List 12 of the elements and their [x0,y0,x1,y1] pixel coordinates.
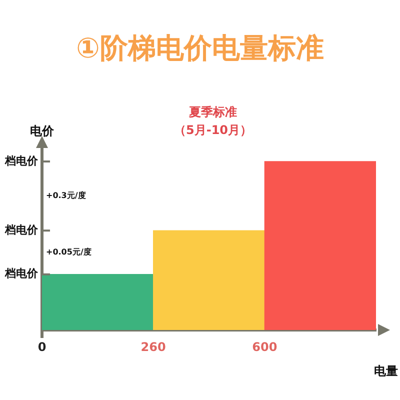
x-axis-title: 电量 [374,364,398,378]
text: 260 [140,340,166,354]
annotation: +0.05元/度 [46,246,92,257]
text: 0 [38,340,46,354]
text: 档电价 [4,154,39,168]
annotation: +0.3元/度 [46,190,86,200]
text: 档电价 [4,223,39,236]
chart-title: ①阶梯电价电量标准 [76,31,324,64]
chart-subtitle: 夏季标准（5月-10月） [174,105,252,138]
text: 600 [252,340,278,354]
text: 档电价 [4,267,39,280]
y-axis-title: 电价 [30,124,55,138]
